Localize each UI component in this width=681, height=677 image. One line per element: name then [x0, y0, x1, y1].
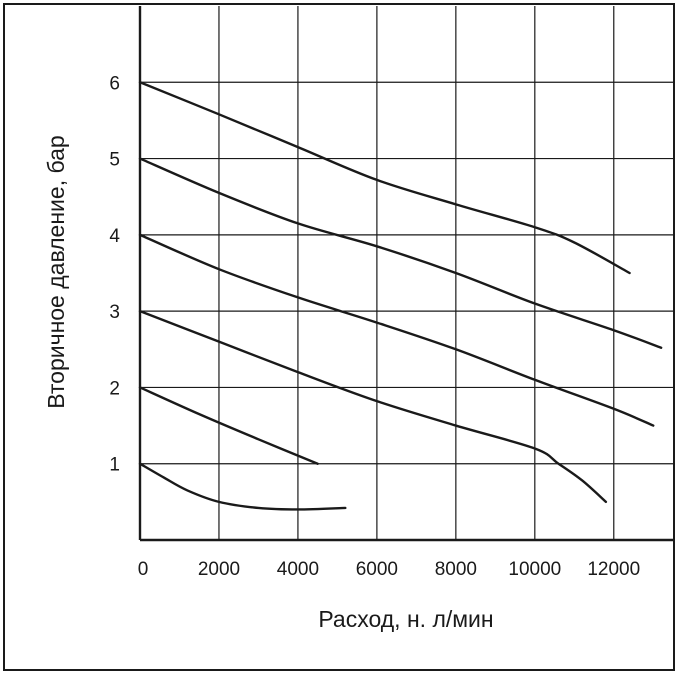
series-line-5: [138, 157, 663, 349]
x-axis-label: Расход, н. л/мин: [318, 606, 493, 632]
series-line-4: [138, 233, 655, 427]
y-tick-label: 2: [109, 378, 120, 399]
x-tick-label: 12000: [587, 559, 640, 580]
y-tick-label: 4: [109, 226, 120, 247]
y-tick-label: 5: [109, 150, 120, 171]
series-line-6: [138, 81, 631, 275]
y-tick-label: 1: [109, 455, 120, 476]
y-axis-label: Вторичное давление, бар: [43, 135, 69, 408]
x-tick-label: 0: [138, 559, 149, 580]
x-tick-label: 6000: [356, 559, 398, 580]
y-tick-labels: 1 2 3 4 5 6: [109, 73, 120, 475]
series-line-2: [138, 386, 319, 465]
chart-frame: [3, 3, 675, 671]
x-tick-label: 8000: [435, 559, 477, 580]
x-tick-label: 4000: [277, 559, 319, 580]
chart-axes: [138, 6, 673, 542]
y-tick-label: 3: [109, 302, 120, 323]
x-tick-label: 10000: [508, 559, 561, 580]
y-tick-label: 6: [109, 73, 120, 94]
series-line-3: [138, 309, 608, 504]
chart-grid: [140, 6, 673, 540]
series-line-1: [138, 462, 347, 511]
chart-series: [138, 81, 663, 511]
x-tick-label: 2000: [198, 559, 240, 580]
x-tick-labels: 0 2000 4000 6000 8000 10000 12000: [138, 559, 640, 580]
